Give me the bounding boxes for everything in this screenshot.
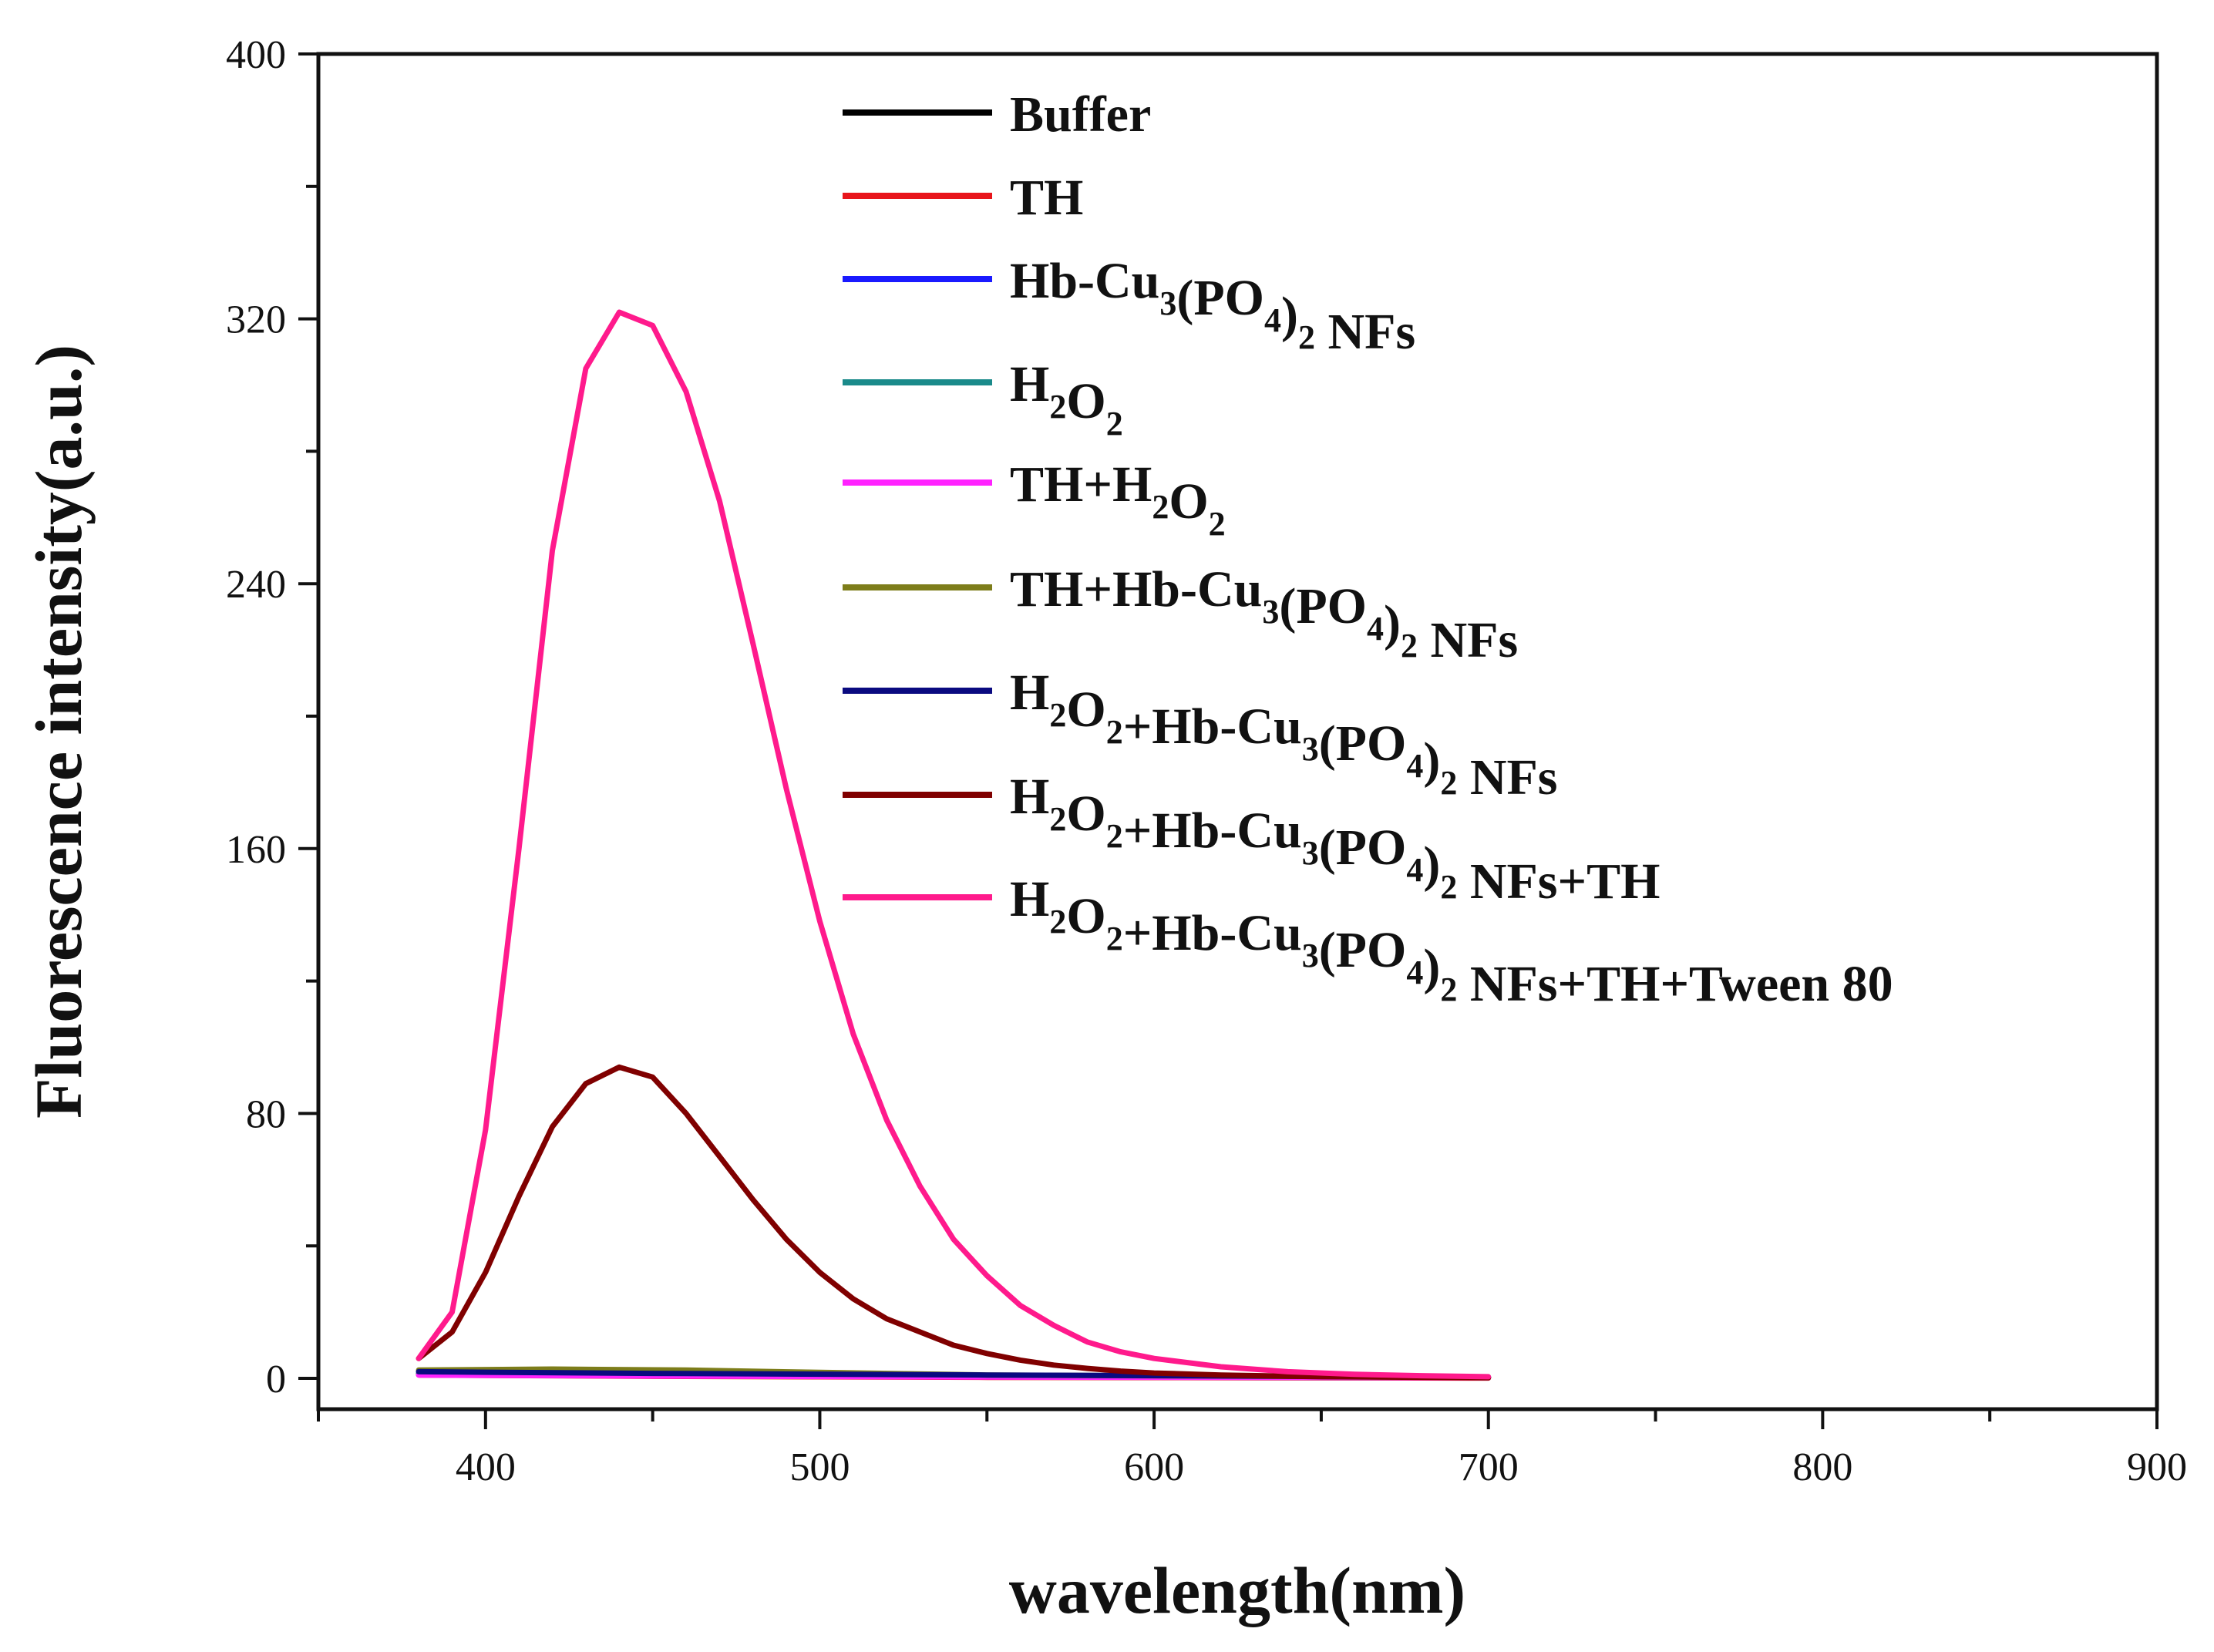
y-axis-title: Fluorescence intensity(a.u.) bbox=[22, 345, 96, 1119]
axis-ticks: 400 500 600 700 800 900 0 80 160 240 320 400 bbox=[226, 33, 2187, 1489]
y-tick-label: 0 bbox=[266, 1358, 286, 1401]
x-tick-label: 400 bbox=[456, 1445, 516, 1489]
plot-frame bbox=[316, 52, 2159, 1411]
x-tick-label: 600 bbox=[1124, 1445, 1184, 1489]
y-tick-label: 160 bbox=[226, 828, 286, 872]
series-line-9 bbox=[416, 309, 1492, 1380]
legend-label-9: H2O2+Hb-Cu3(PO4)2 NFs+TH+Tween 80 bbox=[1010, 871, 1893, 1012]
legend-label-6: TH+Hb-Cu3(PO4)2 NFs bbox=[1010, 561, 1518, 668]
series-line-8 bbox=[416, 1064, 1492, 1381]
series-lines bbox=[416, 309, 1492, 1381]
legend-label-7: H2O2+Hb-Cu3(PO4)2 NFs bbox=[1010, 665, 1557, 806]
x-axis-title: wavelength(nm) bbox=[1009, 1553, 1465, 1627]
y-tick-label: 80 bbox=[246, 1092, 286, 1136]
x-tick-label: 700 bbox=[1459, 1445, 1519, 1489]
x-tick-label: 500 bbox=[789, 1445, 850, 1489]
x-tick-label: 900 bbox=[2127, 1445, 2187, 1489]
legend-label-4: H2O2 bbox=[1010, 356, 1123, 442]
y-tick-label: 320 bbox=[226, 298, 286, 342]
y-tick-label: 400 bbox=[226, 33, 286, 77]
y-tick-label: 240 bbox=[226, 563, 286, 607]
legend-label-8: H2O2+Hb-Cu3(PO4)2 NFs+TH bbox=[1010, 769, 1660, 910]
legend-label-2: TH bbox=[1010, 170, 1083, 226]
legend-label-3: Hb-Cu3(PO4)2 NFs bbox=[1010, 253, 1415, 360]
legend-label-5: TH+H2O2 bbox=[1010, 456, 1226, 543]
x-tick-label: 800 bbox=[1792, 1445, 1852, 1489]
legend-label-1: Buffer bbox=[1010, 86, 1151, 143]
